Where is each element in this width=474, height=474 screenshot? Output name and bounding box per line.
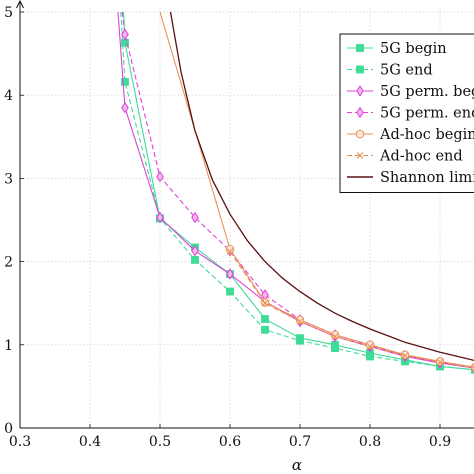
diamond-marker — [121, 101, 129, 114]
axes — [16, 0, 474, 429]
circle-marker — [355, 129, 365, 139]
series-ad-hoc-end — [226, 248, 474, 372]
y-tick-label: 3 — [4, 171, 13, 187]
series-line — [121, 11, 474, 369]
circle-marker — [330, 330, 340, 340]
square-marker — [356, 44, 364, 52]
legend-entry: Ad-hoc end — [347, 149, 463, 165]
series-line — [123, 11, 474, 371]
diamond-marker — [156, 211, 164, 224]
legend-entry: 5G begin — [347, 41, 447, 57]
diamond-marker — [191, 245, 199, 257]
y-axis-arrow — [16, 0, 24, 9]
square-marker — [296, 336, 304, 345]
cross-marker — [401, 352, 409, 360]
x-tick-label: 0.4 — [79, 434, 101, 450]
diamond-marker — [356, 85, 364, 97]
y-tick-label: 5 — [4, 5, 13, 21]
square-marker — [121, 77, 129, 86]
cross-marker — [296, 318, 304, 325]
x-tick-label: 0.3 — [9, 434, 31, 450]
cross-marker — [226, 248, 234, 256]
y-tick-label: 0 — [4, 421, 13, 437]
y-tick-label: 1 — [4, 338, 13, 354]
series-line — [229, 251, 474, 369]
square-marker — [261, 325, 269, 334]
square-marker — [356, 65, 364, 74]
square-marker — [191, 256, 199, 264]
series-shannon-limit — [169, 11, 474, 362]
legend-entry: 5G end — [347, 63, 433, 79]
x-tick-label: 0.7 — [289, 434, 311, 450]
x-axis-label: α — [292, 456, 302, 474]
legend-entry: Ad-hoc begin — [347, 127, 474, 143]
legend-entry: 5G perm. end — [347, 106, 474, 122]
series-line — [120, 11, 474, 371]
square-marker — [226, 287, 234, 296]
series-layer — [117, 11, 474, 374]
diamond-marker — [191, 211, 199, 224]
circle-marker — [435, 357, 445, 366]
x-tick-label: 0.6 — [219, 434, 241, 450]
legend-entry: Shannon limit — [347, 170, 474, 186]
cross-marker — [436, 358, 444, 366]
legend-label: 5G perm. begin — [380, 84, 474, 100]
square-marker — [261, 315, 269, 323]
x-tick-label: 0.9 — [429, 434, 451, 450]
cross-marker — [471, 364, 474, 372]
cross-marker — [356, 152, 364, 159]
tick-labels: 0.3 0.4 0.5 0.6 0.7 0.8 0.9 0 1 2 3 4 5 α — [4, 5, 451, 474]
series-ad-hoc-begin — [159, 11, 474, 372]
legend-entry: 5G perm. begin — [347, 84, 474, 100]
legend-label: 5G perm. end — [380, 106, 474, 122]
diamond-marker — [356, 106, 364, 119]
square-marker — [331, 344, 339, 353]
series-line — [169, 11, 474, 362]
cross-marker — [261, 299, 269, 307]
circle-marker — [225, 244, 235, 254]
legend-label: Ad-hoc begin — [379, 127, 474, 143]
y-tick-label: 2 — [4, 255, 13, 271]
square-marker — [366, 352, 374, 361]
cross-marker — [366, 343, 374, 350]
legend-label: Shannon limit — [380, 170, 474, 186]
diamond-marker — [226, 268, 234, 280]
y-tick-label: 4 — [4, 88, 13, 104]
cross-marker — [331, 333, 339, 340]
diamond-marker — [121, 28, 129, 41]
legend-label: 5G end — [380, 63, 433, 79]
diamond-marker — [156, 171, 164, 183]
legend-label: 5G begin — [380, 41, 447, 57]
x-tick-label: 0.8 — [359, 434, 381, 450]
legend: 5G begin 5G end 5G perm. begin 5G perm. end… — [339, 33, 474, 193]
x-tick-label: 0.5 — [149, 434, 171, 450]
legend-label: Ad-hoc end — [379, 149, 463, 165]
